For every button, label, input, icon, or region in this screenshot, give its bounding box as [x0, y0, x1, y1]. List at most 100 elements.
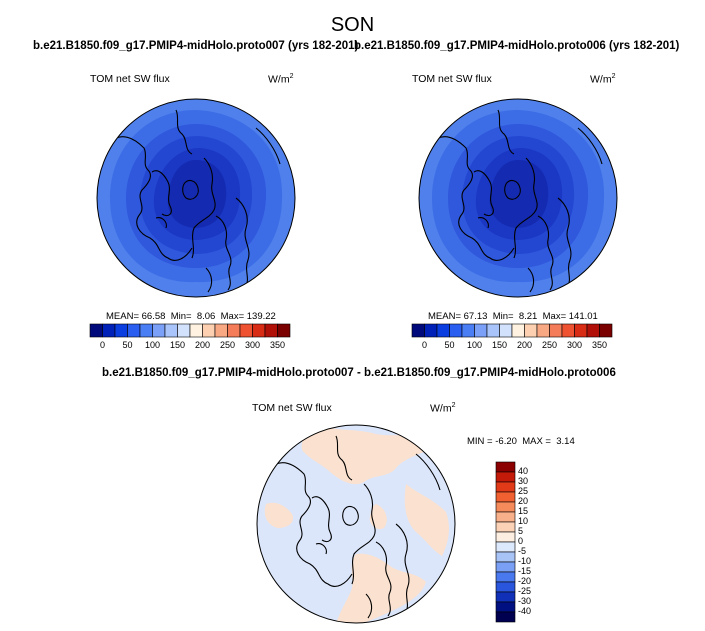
panel1-colorbar-box	[139, 323, 153, 338]
panel2-colorbar-box	[474, 323, 488, 338]
difference-colorbar-box	[495, 491, 516, 503]
difference-colorbar-box	[495, 591, 516, 603]
difference-colorbar-tick-label: -10	[518, 556, 532, 566]
panel2-colorbar-box	[436, 323, 450, 338]
panel2-colorbar-ticks: 0 50 100 150 200 250 300 350	[412, 340, 612, 352]
panel2-variable-label: TOM net SW flux	[412, 73, 492, 85]
panel2-colorbar-box	[424, 323, 438, 338]
panel2-colorbar-tick-label: 250	[541, 340, 558, 350]
panel2-units-label: W/m2	[590, 73, 616, 86]
diff-warm-region-3	[336, 553, 426, 623]
panel1-colorbar-box	[177, 323, 191, 338]
panel1-colorbar-box	[202, 323, 216, 338]
panel2-colorbar-box	[524, 323, 538, 338]
difference-colorbar-box	[495, 601, 516, 613]
difference-colorbar-tick-label: 40	[518, 466, 529, 476]
difference-colorbar	[495, 461, 516, 623]
polar-map-difference	[256, 424, 456, 624]
panel2-colorbar-box	[411, 323, 425, 338]
diff-warm-region-2	[404, 484, 449, 556]
panel2-colorbar-box	[561, 323, 575, 338]
figure-title: SON	[330, 14, 375, 36]
difference-colorbar-box	[495, 501, 516, 513]
panel2-stats: MEAN= 67.13 Min= 8.21 Max= 141.01	[428, 311, 598, 322]
panel2-colorbar-box	[586, 323, 600, 338]
panel1-colorbar-box	[114, 323, 128, 338]
panel2-colorbar-box	[536, 323, 550, 338]
panel2-colorbar	[411, 323, 613, 338]
map1-coastlines	[115, 109, 281, 293]
polar-map-panel2	[418, 98, 618, 298]
difference-colorbar-tick-label: -25	[518, 586, 532, 596]
panel1-colorbar-tick-label: 0	[99, 340, 105, 350]
difference-colorbar-box	[495, 581, 516, 593]
panel2-colorbar-box	[599, 323, 613, 338]
panel1-colorbar-box	[127, 323, 141, 338]
panel1-colorbar-tick-label: 50	[122, 340, 133, 350]
panel2-colorbar-tick-label: 350	[591, 340, 608, 350]
difference-colorbar-tick-label: -15	[518, 566, 532, 576]
map2-core	[489, 160, 549, 228]
difference-colorbar-tick-label: 30	[518, 476, 529, 486]
difference-colorbar-box	[495, 481, 516, 493]
panel2-colorbar-box	[549, 323, 563, 338]
difference-colorbar-tick-label: -40	[518, 606, 532, 616]
difference-colorbar-box	[495, 511, 516, 523]
panel2-colorbar-tick-label: 200	[516, 340, 533, 350]
panel2-colorbar-box	[486, 323, 500, 338]
panel1-colorbar-box	[227, 323, 241, 338]
panel1-stats: MEAN= 66.58 Min= 8.06 Max= 139.22	[106, 311, 276, 322]
panel2-colorbar-box	[511, 323, 525, 338]
difference-colorbar-tick-label: -30	[518, 596, 532, 606]
difference-colorbar-box	[495, 551, 516, 563]
panel1-colorbar-box	[277, 323, 291, 338]
panel2-colorbar-box	[449, 323, 463, 338]
difference-units-label: W/m2	[430, 402, 456, 415]
difference-colorbar-box	[495, 611, 516, 623]
panel1-colorbar-box	[239, 323, 253, 338]
difference-subtitle: b.e21.B1850.f09_g17.PMIP4-midHolo.proto0…	[102, 367, 616, 379]
polar-map-panel1	[96, 98, 296, 298]
panel1-colorbar-tick-label: 250	[219, 340, 236, 350]
panel1-colorbar-box	[152, 323, 166, 338]
difference-colorbar-tick-label: 10	[518, 516, 529, 526]
difference-colorbar-tick-label: 0	[518, 536, 524, 546]
panel1-colorbar-box	[164, 323, 178, 338]
panel2-colorbar-box	[574, 323, 588, 338]
panel1-colorbar-tick-label: 100	[144, 340, 161, 350]
panel1-colorbar	[89, 323, 291, 338]
panel1-colorbar-tick-label: 200	[194, 340, 211, 350]
difference-colorbar-box	[495, 571, 516, 583]
panel1-colorbar-box	[89, 323, 103, 338]
panel1-colorbar-tick-label: 300	[244, 340, 261, 350]
difference-colorbar-box	[495, 461, 516, 473]
difference-colorbar-box	[495, 471, 516, 483]
diff-warm-region-4	[264, 502, 294, 528]
panel1-colorbar-box	[189, 323, 203, 338]
panel2-colorbar-tick-label: 300	[566, 340, 583, 350]
panel1-colorbar-box	[264, 323, 278, 338]
panel1-colorbar-tick-label: 150	[169, 340, 186, 350]
panel2-colorbar-tick-label: 0	[421, 340, 427, 350]
difference-colorbar-box	[495, 561, 516, 573]
difference-variable-label: TOM net SW flux	[252, 402, 332, 414]
panel1-variable-label: TOM net SW flux	[90, 73, 170, 85]
panel2-subtitle: b.e21.B1850.f09_g17.PMIP4-midHolo.proto0…	[354, 40, 680, 52]
difference-colorbar-tick-label: 15	[518, 506, 529, 516]
panel1-colorbar-box	[102, 323, 116, 338]
panel1-colorbar-tick-label: 350	[269, 340, 286, 350]
difference-colorbar-tick-label: 5	[518, 526, 524, 536]
diff-coastlines	[275, 435, 441, 619]
difference-colorbar-ticks: 40 30 25 20 15 10 5 0 -5 -10 -15 -20 -25 -30 -40	[518, 462, 548, 622]
map2-coastlines	[437, 109, 603, 293]
panel2-colorbar-tick-label: 50	[444, 340, 455, 350]
panel1-colorbar-box	[214, 323, 228, 338]
difference-colorbar-box	[495, 541, 516, 553]
difference-colorbar-box	[495, 521, 516, 533]
panel1-units-label: W/m2	[268, 73, 294, 86]
difference-colorbar-tick-label: 20	[518, 496, 529, 506]
difference-colorbar-tick-label: 25	[518, 486, 529, 496]
panel1-colorbar-box	[252, 323, 266, 338]
panel1-colorbar-ticks: 0 50 100 150 200 250 300 350	[90, 340, 290, 352]
panel2-colorbar-box	[499, 323, 513, 338]
